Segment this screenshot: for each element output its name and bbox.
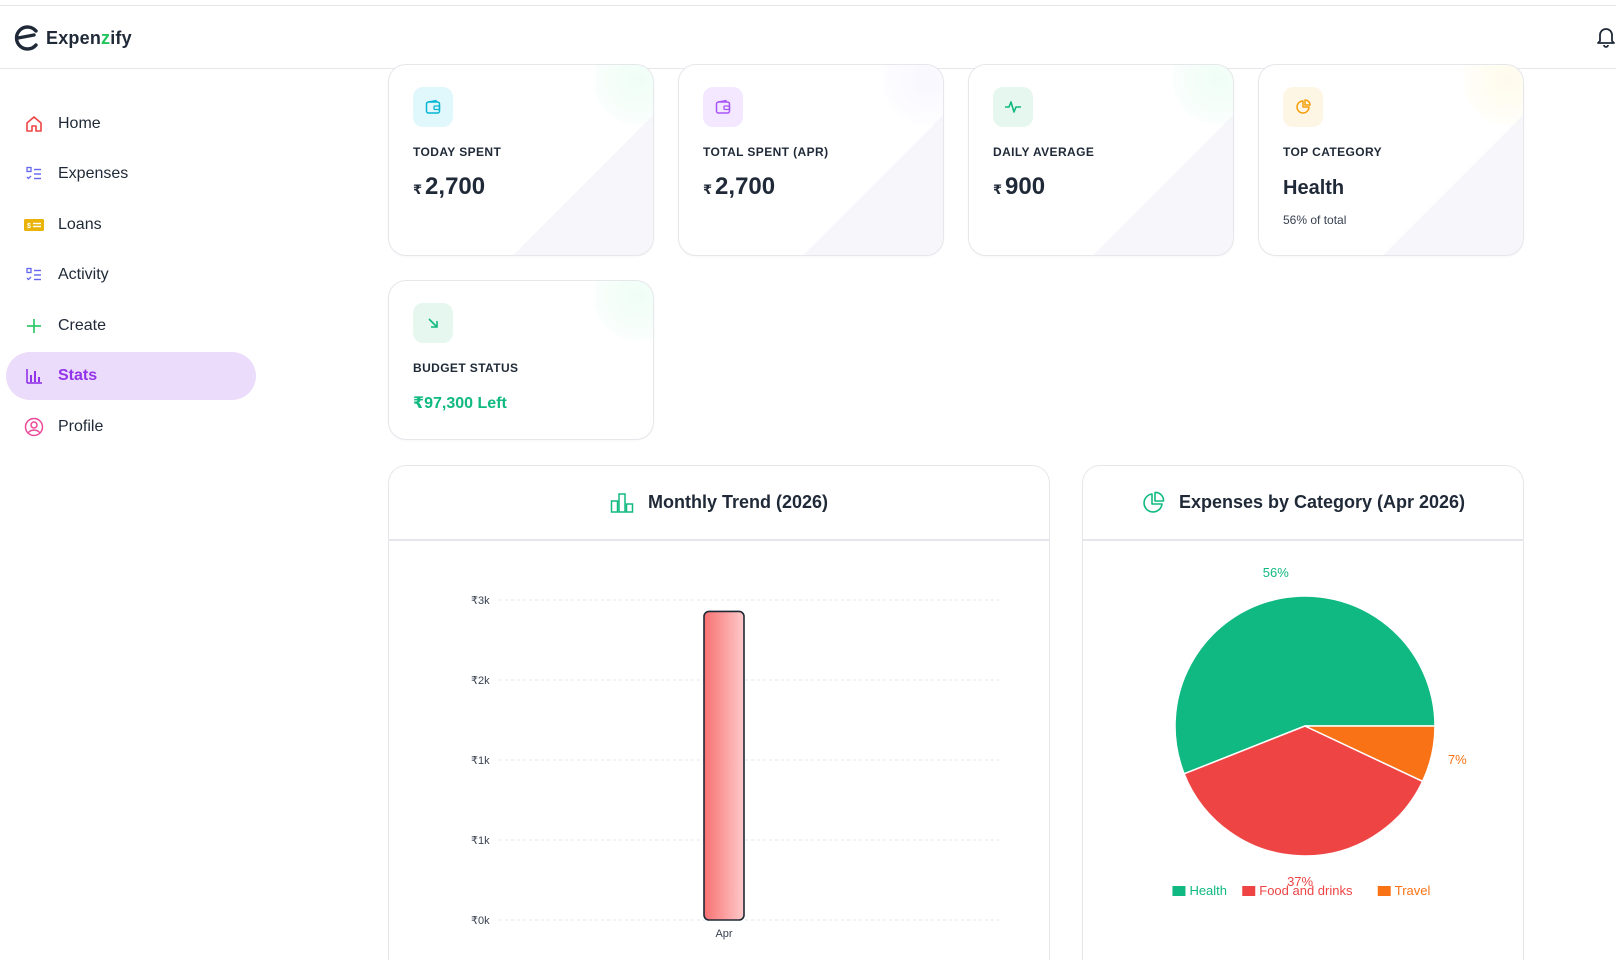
panel-title: Expenses by Category (Apr 2026) (1178, 492, 1466, 512)
brand-name: Expenzify (46, 27, 132, 48)
y-tick-label: ₹1k (471, 835, 490, 847)
stat-card-top-category: TOP CATEGORY Health 56% of total (1258, 64, 1524, 256)
stat-card-daily-average: DAILY AVERAGE ₹900 (968, 64, 1234, 256)
sidebar-item-activity[interactable]: Activity (6, 251, 256, 299)
stat-value: Health (1283, 177, 1345, 199)
sidebar-item-label: Activity (58, 266, 109, 283)
y-tick-label: ₹0k (471, 915, 490, 927)
user-circle-icon (24, 417, 44, 437)
wallet-icon (703, 87, 743, 127)
bar-apr[interactable] (703, 610, 745, 921)
sidebar-item-loans[interactable]: $ Loans (6, 201, 256, 249)
sidebar-item-label: Create (58, 317, 107, 334)
stat-subtext: 56% of total (1283, 213, 1347, 227)
stat-label: BUDGET STATUS (413, 361, 519, 375)
stat-label: TOP CATEGORY (1283, 145, 1383, 159)
pie-chart-icon (1283, 87, 1323, 127)
x-tick-label: Apr (715, 928, 732, 940)
stat-card-total-spent: TOTAL SPENT (APR) ₹2,700 (678, 64, 944, 256)
sidebar-item-profile[interactable]: Profile (6, 403, 256, 451)
sidebar-item-label: Profile (58, 418, 104, 435)
budget-remaining: ₹97,300 Left (413, 395, 507, 412)
panel-title: Monthly Trend (2026) (647, 492, 829, 512)
stat-value: ₹2,700 (413, 173, 486, 200)
bar-chart-icon (24, 366, 44, 386)
svg-text:$: $ (27, 223, 31, 230)
plus-icon (24, 316, 44, 336)
legend-label[interactable]: Travel (1395, 883, 1431, 898)
sidebar-item-create[interactable]: Create (6, 302, 256, 350)
stat-card-budget-status: BUDGET STATUS ₹97,300 Left (388, 280, 654, 440)
sidebar-item-label: Stats (58, 367, 98, 384)
category-pie-chart: 56% 37% 7% Health Food and drinks Travel (1172, 565, 1467, 898)
expenzify-logo-icon (14, 25, 38, 51)
activity-pulse-icon (993, 87, 1033, 127)
monthly-trend-panel: Monthly Trend (2026) ₹0k ₹1k ₹1k ₹2k ₹3k Apr (388, 465, 1050, 960)
stat-label: TODAY SPENT (413, 145, 502, 159)
sidebar-item-label: Loans (58, 216, 102, 233)
sidebar-item-label: Expenses (58, 165, 129, 182)
sidebar-item-stats[interactable]: Stats (6, 352, 256, 400)
panel-header: Monthly Trend (2026) (389, 466, 1049, 541)
pie-chart-icon (1143, 491, 1165, 513)
stat-value: ₹900 (993, 173, 1046, 200)
pie-slice-food-and-drinks[interactable] (1183, 725, 1424, 857)
pie-value-label: 56% (1263, 565, 1289, 580)
arrow-down-right-icon (413, 303, 453, 343)
pie-value-label: 7% (1448, 752, 1467, 767)
wallet-icon (413, 87, 453, 127)
panel-header: Expenses by Category (Apr 2026) (1083, 466, 1523, 541)
y-tick-label: ₹3k (471, 595, 490, 607)
category-panel: Expenses by Category (Apr 2026) 56% 37% 7%… (1082, 465, 1524, 960)
pie-slice-travel[interactable] (1304, 725, 1436, 783)
top-bar: Expenzify (0, 5, 1616, 69)
stat-value: ₹2,700 (703, 173, 776, 200)
brand-logo[interactable]: Expenzify (12, 24, 132, 52)
pie-slice-health[interactable] (1174, 595, 1436, 775)
legend-label[interactable]: Food and drinks (1259, 883, 1353, 898)
sidebar-item-expenses[interactable]: Expenses (6, 150, 256, 198)
stat-label: DAILY AVERAGE (993, 145, 1095, 159)
pie-value-label: 37% (1287, 874, 1313, 889)
legend-swatch (1242, 886, 1256, 896)
bar-chart-icon (610, 492, 634, 513)
legend-swatch (1172, 886, 1186, 896)
y-tick-label: ₹1k (471, 755, 490, 767)
y-tick-label: ₹2k (471, 675, 490, 687)
notification-bell-icon[interactable] (1596, 26, 1616, 53)
legend-label[interactable]: Health (1189, 883, 1227, 898)
sidebar-item-label: Home (58, 115, 101, 132)
stat-label: TOTAL SPENT (APR) (703, 145, 829, 159)
list-check-icon (24, 164, 44, 184)
home-icon (24, 114, 44, 134)
list-check-icon (24, 265, 44, 285)
sidebar-item-home[interactable]: Home (6, 100, 256, 148)
stat-card-today-spent: TODAY SPENT ₹2,700 (388, 64, 654, 256)
monthly-trend-chart: ₹0k ₹1k ₹1k ₹2k ₹3k Apr (471, 595, 999, 940)
cash-icon: $ (24, 215, 44, 235)
legend-swatch (1377, 886, 1391, 896)
